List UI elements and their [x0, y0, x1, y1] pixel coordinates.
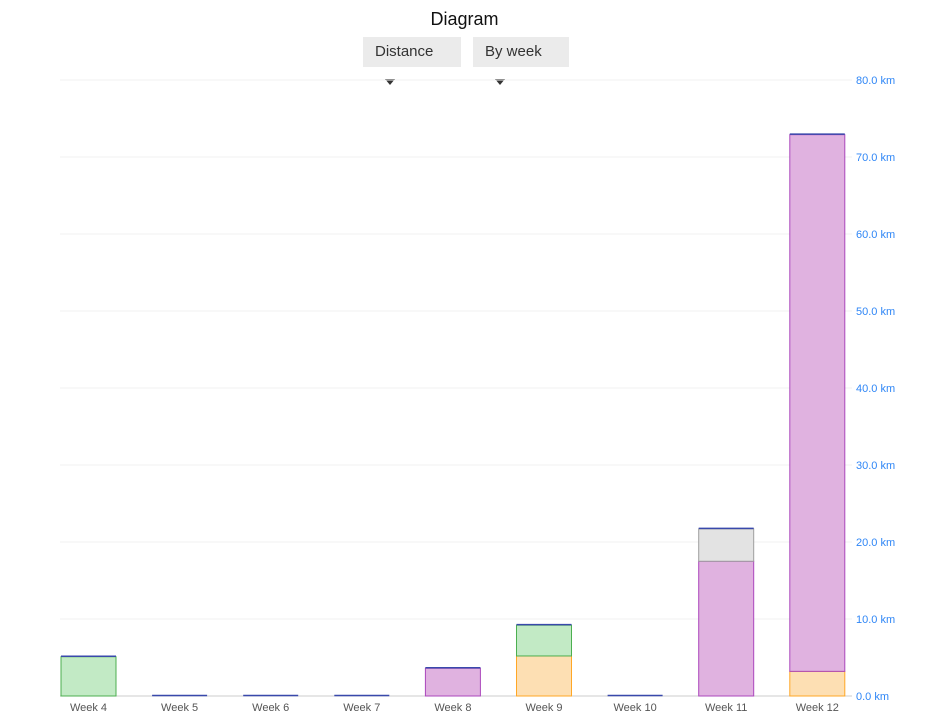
bar-segment: [698, 560, 755, 697]
bar-segment: [516, 655, 572, 697]
y-tick-label: 70.0 km: [856, 152, 895, 164]
x-tick-label: Week 9: [525, 702, 562, 714]
y-tick-label: 40.0 km: [856, 383, 895, 395]
caret-down-icon: [385, 79, 395, 86]
x-tick-label: Week 6: [252, 702, 289, 714]
y-tick-label: 0.0 km: [856, 691, 889, 703]
period-dropdown[interactable]: By week: [473, 37, 569, 86]
x-tick-label: Week 10: [613, 702, 656, 714]
y-tick-label: 10.0 km: [856, 614, 895, 626]
x-tick-label: Week 4: [70, 702, 107, 714]
bar-segment: [789, 134, 846, 672]
y-tick-label: 80.0 km: [856, 75, 895, 87]
caret-down-icon: [495, 79, 505, 86]
bar-segment: [424, 667, 481, 697]
x-tick-label: Week 7: [343, 702, 380, 714]
x-tick-label: Week 11: [705, 702, 747, 714]
bar-segment: [789, 670, 846, 697]
bar-segment: [60, 656, 117, 697]
y-tick-label: 30.0 km: [856, 460, 895, 472]
metric-dropdown-label: Distance: [375, 43, 434, 60]
x-tick-label: Week 12: [796, 702, 839, 714]
x-tick-label: Week 8: [434, 702, 471, 714]
bar-segment: [516, 624, 572, 657]
x-tick-label: Week 5: [161, 702, 198, 714]
bar-segment: [698, 528, 755, 562]
y-tick-label: 20.0 km: [856, 537, 895, 549]
period-dropdown-label: By week: [485, 43, 542, 60]
y-tick-label: 50.0 km: [856, 306, 895, 318]
y-tick-label: 60.0 km: [856, 229, 895, 241]
chart-title: Diagram: [430, 9, 499, 29]
metric-dropdown[interactable]: Distance: [363, 37, 461, 86]
